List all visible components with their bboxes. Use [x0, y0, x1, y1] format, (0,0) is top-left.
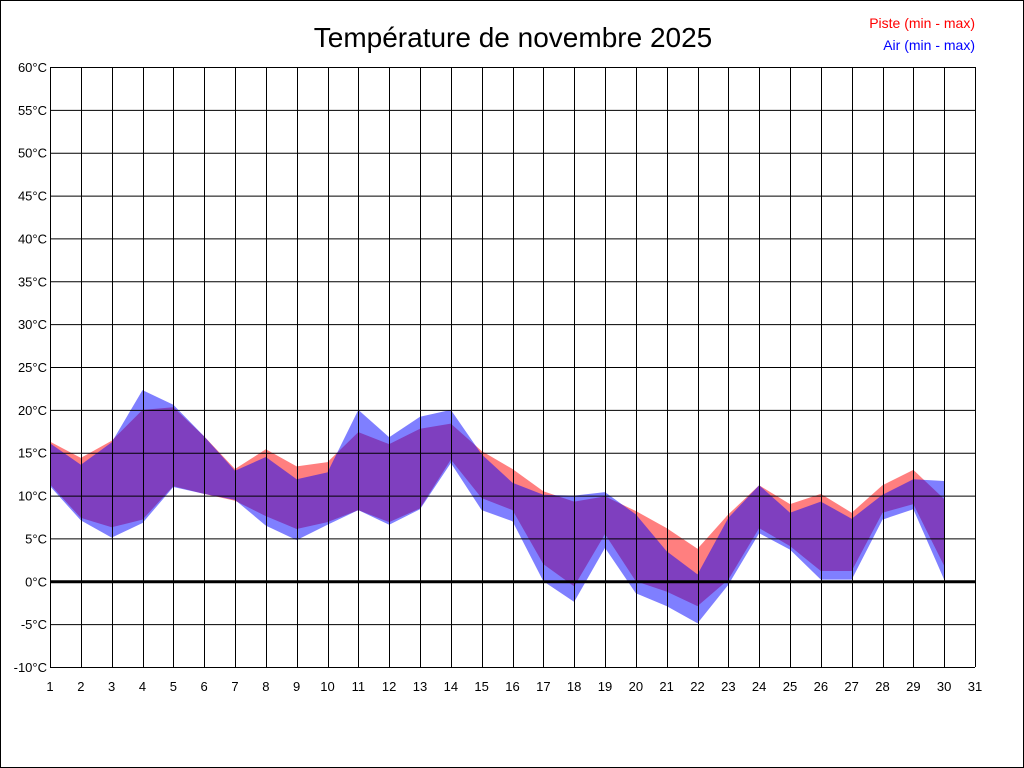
x-tick-label: 15: [474, 679, 488, 694]
x-tick-label: 31: [968, 679, 982, 694]
x-tick-label: 17: [536, 679, 550, 694]
y-tick-label: 20°C: [18, 403, 47, 418]
x-tick-label: 12: [382, 679, 396, 694]
x-tick-label: 11: [352, 679, 366, 694]
x-tick-label: 19: [598, 679, 612, 694]
x-tick-label: 14: [444, 679, 458, 694]
x-tick-label: 26: [814, 679, 828, 694]
x-tick-label: 9: [293, 679, 300, 694]
x-tick-label: 18: [567, 679, 581, 694]
x-tick-label: 22: [690, 679, 704, 694]
x-tick-label: 29: [906, 679, 920, 694]
y-tick-label: 45°C: [18, 189, 47, 204]
y-tick-label: 15°C: [18, 446, 47, 461]
x-tick-label: 30: [937, 679, 951, 694]
x-tick-label: 10: [320, 679, 334, 694]
x-tick-label: 1: [46, 679, 53, 694]
y-tick-label: 35°C: [18, 274, 47, 289]
x-tick-label: 4: [139, 679, 146, 694]
x-tick-label: 28: [875, 679, 889, 694]
y-tick-label: 50°C: [18, 146, 47, 161]
y-tick-label: 0°C: [25, 574, 47, 589]
x-tick-label: 20: [629, 679, 643, 694]
x-tick-label: 6: [201, 679, 208, 694]
y-tick-label: 55°C: [18, 103, 47, 118]
y-tick-label: 60°C: [18, 60, 47, 75]
x-tick-label: 16: [505, 679, 519, 694]
x-tick-label: 7: [231, 679, 238, 694]
x-tick-label: 3: [108, 679, 115, 694]
legend-piste: Piste (min - max): [869, 15, 975, 31]
y-tick-label: 25°C: [18, 360, 47, 375]
grid-layer: [50, 67, 976, 668]
x-tick-label: 24: [752, 679, 766, 694]
y-tick-label: 10°C: [18, 489, 47, 504]
x-tick-label: 23: [721, 679, 735, 694]
x-tick-label: 25: [783, 679, 797, 694]
y-tick-label: 30°C: [18, 317, 47, 332]
y-tick-label: 5°C: [25, 531, 47, 546]
legend-air: Air (min - max): [883, 37, 975, 53]
x-tick-label: 21: [659, 679, 673, 694]
x-tick-label: 27: [844, 679, 858, 694]
y-tick-label: 40°C: [18, 231, 47, 246]
y-tick-label: -10°C: [14, 660, 47, 675]
x-tick-label: 2: [77, 679, 84, 694]
x-tick-label: 8: [262, 679, 269, 694]
chart-title: Température de novembre 2025: [314, 22, 712, 53]
ticks-layer: -10°C -5°C 0°C 5°C 10°C 15°C 20°C 25°C 30°C 35°C 4…: [14, 60, 983, 694]
x-tick-label: 13: [413, 679, 427, 694]
x-tick-label: 5: [170, 679, 177, 694]
y-tick-label: -5°C: [21, 617, 47, 632]
band-air: [50, 390, 945, 624]
bands-layer: [50, 390, 945, 624]
